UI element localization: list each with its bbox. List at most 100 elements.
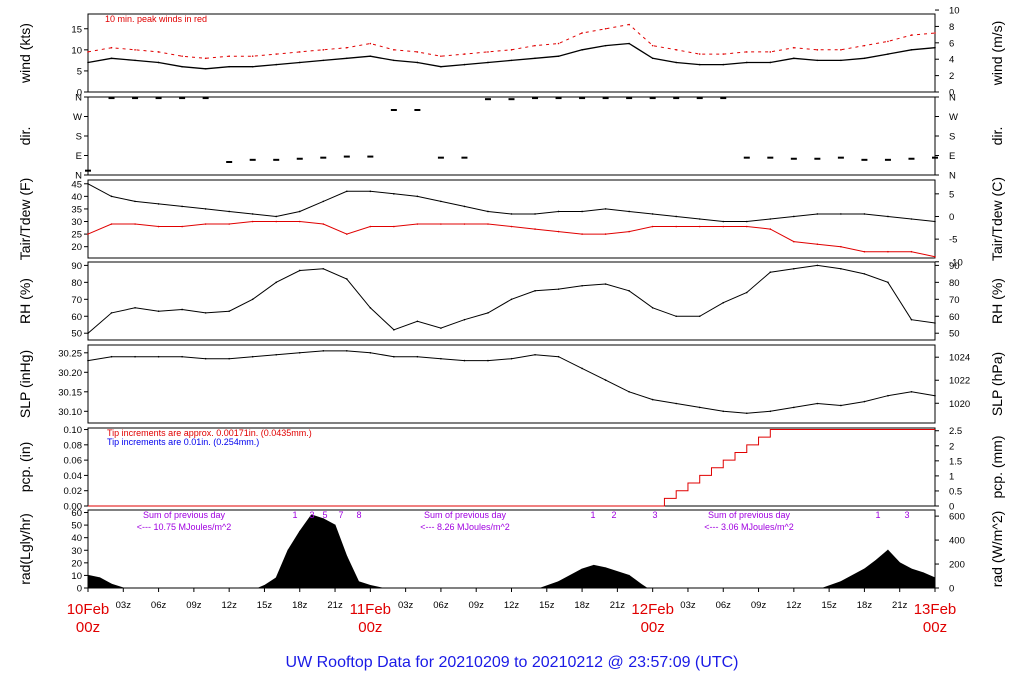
rad-data-point bbox=[287, 549, 289, 551]
rad-data-point bbox=[87, 574, 89, 576]
wind-data-point bbox=[510, 49, 513, 51]
rad-data-point bbox=[275, 577, 277, 579]
wind-data-point bbox=[793, 57, 795, 60]
dir-data-point bbox=[508, 98, 515, 101]
wind-right-tick-label: 4 bbox=[949, 55, 954, 66]
temp-data-point bbox=[534, 213, 536, 215]
temp-data-point bbox=[416, 223, 419, 225]
temp-data-point bbox=[910, 218, 913, 220]
rh-data-point bbox=[440, 327, 442, 329]
wind-data-point bbox=[581, 32, 583, 34]
wind-data-point bbox=[487, 51, 489, 53]
slp-data-point bbox=[393, 355, 395, 358]
temp-data-point bbox=[628, 230, 630, 233]
slp-data-point bbox=[204, 357, 207, 360]
temp-data-point bbox=[440, 223, 442, 225]
wind-data-point bbox=[463, 53, 466, 55]
pcp-right-tick-label: 2 bbox=[949, 441, 954, 452]
temp-left-axis-label: Tair/Tdew (F) bbox=[17, 178, 33, 260]
wind-data-point bbox=[793, 46, 795, 49]
rad-area bbox=[87, 514, 936, 589]
temp-data-point bbox=[816, 213, 819, 215]
dir-left-tick-label: N bbox=[75, 93, 82, 104]
temp-data-point bbox=[934, 255, 936, 258]
temp-left-tick-label: 30 bbox=[71, 217, 82, 228]
slp-data-point bbox=[534, 353, 536, 356]
temp-data-point bbox=[675, 225, 677, 228]
dir-data-point bbox=[720, 97, 727, 100]
slp-left-axis-label: SLP (inHg) bbox=[17, 350, 33, 418]
dir-data-point bbox=[767, 156, 774, 159]
slp-data-point bbox=[110, 355, 113, 358]
x-hour-tick-label: 09z bbox=[751, 600, 767, 611]
rh-right-tick-label: 70 bbox=[949, 295, 960, 306]
dir-data-point bbox=[437, 156, 444, 159]
wind-data-point bbox=[369, 55, 372, 57]
slp-data-point bbox=[557, 355, 560, 358]
wind-peak-note: 10 min. peak winds in red bbox=[105, 14, 207, 24]
rh-data-point bbox=[863, 273, 866, 275]
rad-peak-label: 2 bbox=[611, 510, 616, 520]
temp-data-point bbox=[134, 223, 136, 225]
slp-left-tick-label: 30.20 bbox=[58, 368, 82, 379]
x-day-label: 13Feb bbox=[914, 601, 957, 618]
dir-right-tick-label: S bbox=[949, 132, 955, 143]
rh-left-tick-label: 60 bbox=[71, 312, 82, 323]
temp-data-point bbox=[557, 230, 560, 233]
slp-data-point bbox=[910, 391, 913, 393]
x-day-hour-label: 00z bbox=[641, 619, 665, 636]
rh-data-point bbox=[322, 267, 325, 270]
slp-data-point bbox=[698, 406, 701, 409]
slp-data-point bbox=[181, 355, 183, 358]
temp-data-point bbox=[346, 190, 348, 193]
x-hour-tick-label: 18z bbox=[574, 600, 590, 611]
rad-data-point bbox=[934, 577, 936, 579]
wind-data-point bbox=[204, 68, 207, 70]
temp-data-point bbox=[228, 223, 230, 225]
slp-data-point bbox=[369, 352, 372, 354]
rh-data-point bbox=[228, 310, 230, 312]
slp-data-point bbox=[87, 359, 89, 362]
temp-data-point bbox=[369, 225, 372, 228]
rad-data-point bbox=[593, 564, 595, 566]
temp-data-point bbox=[87, 182, 89, 185]
temp-data-point bbox=[581, 233, 583, 235]
dir-data-point bbox=[132, 97, 139, 100]
dir-right-tick-label: E bbox=[949, 151, 955, 162]
rad-peak-label: 1 bbox=[590, 510, 595, 520]
wind-data-point bbox=[863, 44, 866, 47]
rad-left-axis-label: rad(Lgly/hr) bbox=[17, 513, 33, 585]
temp-data-point bbox=[557, 210, 560, 213]
x-hour-tick-label: 15z bbox=[257, 600, 273, 611]
slp-right-tick-label: 1022 bbox=[949, 376, 970, 387]
rh-data-point bbox=[393, 329, 395, 331]
temp-data-point bbox=[604, 208, 607, 210]
temp-data-point bbox=[463, 223, 466, 225]
wind-data-point bbox=[416, 61, 419, 64]
x-hour-tick-label: 12z bbox=[222, 600, 238, 611]
wind-data-point bbox=[628, 23, 630, 26]
temp-data-point bbox=[298, 210, 301, 213]
rh-data-point bbox=[510, 298, 513, 301]
pcp-right-tick-label: 1.5 bbox=[949, 456, 962, 467]
wind-data-point bbox=[134, 59, 136, 62]
dir-data-point bbox=[814, 157, 821, 160]
temp-panel-frame bbox=[87, 179, 936, 259]
dir-left-tick-label: E bbox=[76, 151, 82, 162]
pcp-tip-note-blue: Tip increments are 0.01in. (0.254mm.) bbox=[107, 437, 259, 447]
rad-data-point bbox=[640, 583, 642, 585]
temp-data-point bbox=[463, 205, 466, 208]
dir-left-tick-label: W bbox=[73, 112, 82, 123]
wind-series-line bbox=[87, 42, 936, 70]
pcp-right-tick-label: 2.5 bbox=[949, 426, 962, 437]
rad-peak-label: 3 bbox=[904, 510, 909, 520]
wind-data-point bbox=[87, 51, 89, 53]
dir-data-point bbox=[861, 158, 868, 161]
dir-data-point bbox=[932, 156, 938, 159]
slp-data-point bbox=[346, 350, 348, 352]
wind-left-tick-label: 5 bbox=[77, 66, 82, 77]
rad-left-tick-label: 10 bbox=[71, 571, 82, 582]
dir-right-axis-label: dir. bbox=[989, 127, 1005, 146]
temp-data-point bbox=[440, 200, 442, 203]
